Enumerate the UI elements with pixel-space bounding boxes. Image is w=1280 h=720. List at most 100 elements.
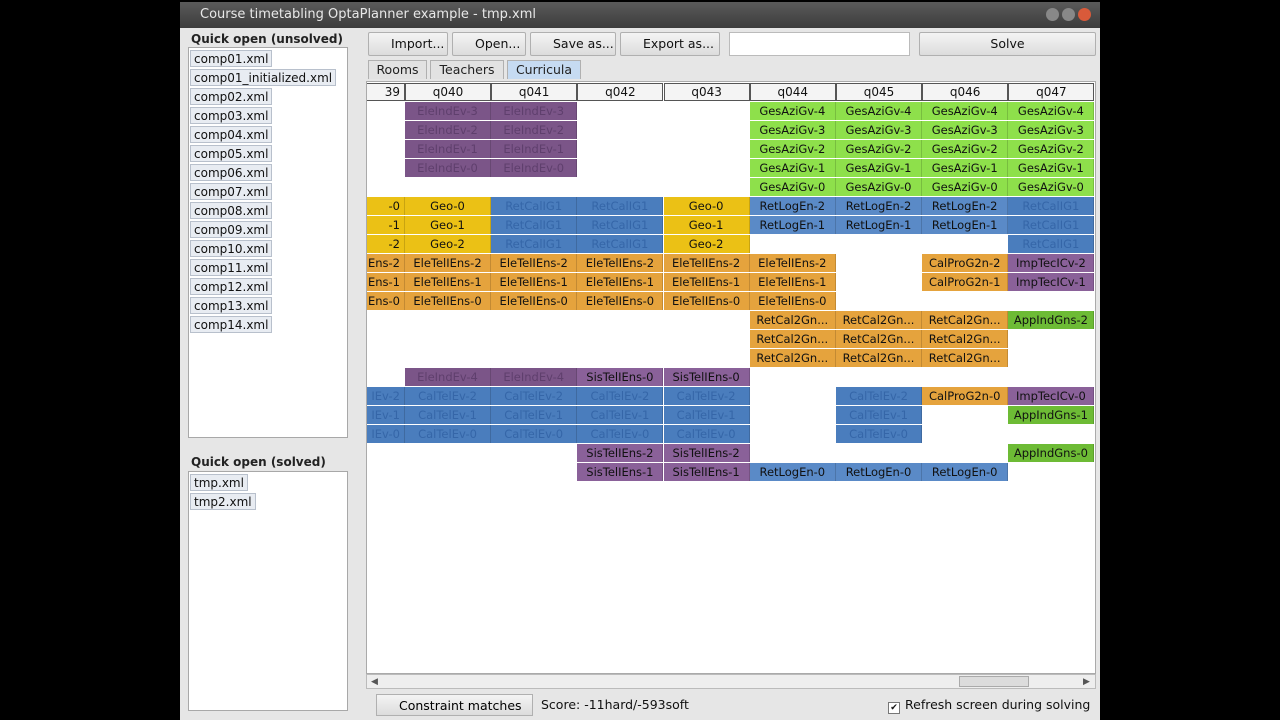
lecture-cell[interactable]: GesAziGv-1: [922, 159, 1009, 177]
lecture-cell[interactable]: EleIndEv-1: [405, 140, 491, 158]
lecture-cell[interactable]: IEv-2: [367, 387, 405, 405]
lecture-cell[interactable]: EleIndEv-2: [491, 121, 578, 139]
lecture-cell[interactable]: RetCalIG1: [1008, 197, 1095, 215]
lecture-cell[interactable]: EleIndEv-3: [405, 102, 491, 120]
lecture-cell[interactable]: RetCalIG1: [491, 216, 578, 234]
horizontal-scrollbar[interactable]: ◀ ▶: [366, 674, 1096, 689]
lecture-cell[interactable]: EleTelIEns-0: [749, 292, 836, 310]
solve-button[interactable]: Solve: [919, 32, 1096, 56]
lecture-cell[interactable]: CalTelEv-0: [663, 425, 750, 443]
lecture-cell[interactable]: RetCal2Gn...: [922, 349, 1009, 367]
lecture-cell[interactable]: GesAziGv-0: [836, 178, 922, 196]
file-item[interactable]: comp08.xml: [190, 202, 273, 219]
file-item[interactable]: tmp2.xml: [190, 493, 256, 510]
lecture-cell[interactable]: SisTelIEns-0: [577, 368, 664, 386]
lecture-cell[interactable]: CalTelEv-1: [577, 406, 664, 424]
lecture-cell[interactable]: GesAziGv-1: [1008, 159, 1095, 177]
lecture-cell[interactable]: GesAziGv-4: [922, 102, 1009, 120]
tab[interactable]: Rooms: [368, 60, 427, 79]
lecture-cell[interactable]: CalTelEv-2: [836, 387, 922, 405]
toolbar-button[interactable]: Import...: [368, 32, 448, 56]
toolbar-button[interactable]: Save as...: [530, 32, 616, 56]
lecture-cell[interactable]: RetCal2Gn...: [749, 330, 836, 348]
lecture-cell[interactable]: EleIndEv-2: [405, 121, 491, 139]
lecture-cell[interactable]: RetCal2Gn...: [922, 311, 1009, 329]
file-item[interactable]: comp11.xml: [190, 259, 273, 276]
lecture-cell[interactable]: SisTelIEns-1: [663, 463, 750, 481]
lecture-cell[interactable]: EleTelIEns-1: [749, 273, 836, 291]
lecture-cell[interactable]: Geo-2: [663, 235, 750, 253]
lecture-cell[interactable]: SisTelIEns-2: [577, 444, 664, 462]
scroll-right[interactable]: ▶: [1083, 677, 1090, 687]
lecture-cell[interactable]: CalProG2n-0: [922, 387, 1009, 405]
lecture-cell[interactable]: EleTelIEns-2: [491, 254, 578, 272]
constraint-matches-button[interactable]: Constraint matches: [376, 694, 533, 716]
lecture-cell[interactable]: GesAziGv-0: [922, 178, 1009, 196]
lecture-cell[interactable]: CalTelEv-0: [836, 425, 922, 443]
scroll-left[interactable]: ◀: [371, 677, 378, 687]
lecture-cell[interactable]: Ens-2: [367, 254, 405, 272]
lecture-cell[interactable]: Geo-1: [405, 216, 491, 234]
lecture-cell[interactable]: CalTelEv-1: [836, 406, 922, 424]
lecture-cell[interactable]: CalTelEv-2: [663, 387, 750, 405]
lecture-cell[interactable]: CalProG2n-1: [922, 273, 1009, 291]
lecture-cell[interactable]: RetLogEn-0: [922, 463, 1009, 481]
toolbar-button[interactable]: Export as...: [620, 32, 720, 56]
lecture-cell[interactable]: GesAziGv-2: [1008, 140, 1095, 158]
lecture-cell[interactable]: EleTelIEns-2: [663, 254, 750, 272]
checkbox[interactable]: ✔: [888, 702, 900, 714]
lecture-cell[interactable]: CalTelEv-1: [663, 406, 750, 424]
lecture-cell[interactable]: CalTelEv-0: [577, 425, 664, 443]
lecture-cell[interactable]: EleTelIEns-2: [405, 254, 491, 272]
lecture-cell[interactable]: Geo-1: [663, 216, 750, 234]
lecture-cell[interactable]: IEv-1: [367, 406, 405, 424]
lecture-cell[interactable]: -1: [367, 216, 405, 234]
lecture-cell[interactable]: EleTelIEns-1: [577, 273, 664, 291]
lecture-cell[interactable]: AppIndGns-2: [1008, 311, 1095, 329]
file-item[interactable]: comp06.xml: [190, 164, 273, 181]
lecture-cell[interactable]: RetCal2Gn...: [749, 311, 836, 329]
lecture-cell[interactable]: RetCalIG1: [1008, 216, 1095, 234]
file-item[interactable]: comp14.xml: [190, 316, 273, 333]
file-item[interactable]: comp07.xml: [190, 183, 273, 200]
file-item[interactable]: tmp.xml: [190, 474, 248, 491]
lecture-cell[interactable]: EleTelIEns-1: [491, 273, 578, 291]
file-item[interactable]: comp13.xml: [190, 297, 273, 314]
lecture-cell[interactable]: EleTelIEns-0: [577, 292, 664, 310]
lecture-cell[interactable]: SisTelIEns-0: [663, 368, 750, 386]
lecture-cell[interactable]: CalTelEv-0: [491, 425, 578, 443]
lecture-cell[interactable]: GesAziGv-2: [749, 140, 836, 158]
lecture-cell[interactable]: GesAziGv-3: [922, 121, 1009, 139]
lecture-cell[interactable]: -0: [367, 197, 405, 215]
file-item[interactable]: comp03.xml: [190, 107, 273, 124]
lecture-cell[interactable]: GesAziGv-3: [836, 121, 922, 139]
lecture-cell[interactable]: GesAziGv-1: [836, 159, 922, 177]
lecture-cell[interactable]: GesAziGv-1: [749, 159, 836, 177]
lecture-cell[interactable]: CalTelEv-1: [405, 406, 491, 424]
lecture-cell[interactable]: SisTelIEns-1: [577, 463, 664, 481]
lecture-cell[interactable]: RetCal2Gn...: [922, 330, 1009, 348]
file-item[interactable]: comp01_initialized.xml: [190, 69, 337, 86]
maximize[interactable]: [1062, 8, 1075, 21]
lecture-cell[interactable]: GesAziGv-2: [922, 140, 1009, 158]
lecture-cell[interactable]: -2: [367, 235, 405, 253]
file-item[interactable]: comp02.xml: [190, 88, 273, 105]
lecture-cell[interactable]: Geo-0: [405, 197, 491, 215]
file-item[interactable]: comp10.xml: [190, 240, 273, 257]
lecture-cell[interactable]: GesAziGv-3: [1008, 121, 1095, 139]
minimize[interactable]: [1046, 8, 1059, 21]
tab[interactable]: Teachers: [430, 60, 504, 79]
lecture-cell[interactable]: RetLogEn-2: [749, 197, 836, 215]
lecture-cell[interactable]: EleIndEv-4: [405, 368, 491, 386]
lecture-cell[interactable]: EleIndEv-3: [491, 102, 578, 120]
lecture-cell[interactable]: IEv-0: [367, 425, 405, 443]
scroll-thumb[interactable]: [959, 676, 1029, 687]
lecture-cell[interactable]: SisTelIEns-2: [663, 444, 750, 462]
lecture-cell[interactable]: RetLogEn-1: [749, 216, 836, 234]
lecture-cell[interactable]: EleTelIEns-2: [749, 254, 836, 272]
file-item[interactable]: comp01.xml: [190, 50, 273, 67]
lecture-cell[interactable]: RetCal2Gn...: [836, 330, 922, 348]
lecture-cell[interactable]: EleTelIEns-0: [491, 292, 578, 310]
lecture-cell[interactable]: CalTelEv-2: [577, 387, 664, 405]
lecture-cell[interactable]: AppIndGns-0: [1008, 444, 1095, 462]
